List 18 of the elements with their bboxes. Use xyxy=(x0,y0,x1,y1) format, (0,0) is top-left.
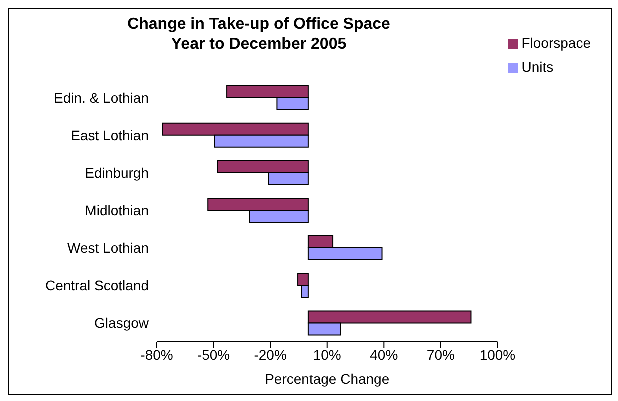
x-axis-title: Percentage Change xyxy=(265,371,390,387)
x-tick-label: 100% xyxy=(480,346,516,363)
x-tick-label: -50% xyxy=(197,346,230,363)
y-tick-label: West Lothian xyxy=(68,240,149,256)
legend-label: Floorspace xyxy=(522,35,591,51)
y-tick-label: Edinburgh xyxy=(85,164,149,181)
x-tick-label: -20% xyxy=(254,346,287,363)
chart-title: Change in Take-up of Office Space Year to December 2005 xyxy=(126,15,392,55)
y-tick-label: Edin. & Lothian xyxy=(54,90,149,106)
y-tick-label: Central Scotland xyxy=(45,278,149,294)
x-tick-label: 10% xyxy=(313,346,342,363)
x-tick-label: 70% xyxy=(426,346,455,363)
y-tick-label: Glasgow xyxy=(94,315,150,332)
legend-label: Units xyxy=(522,59,554,75)
x-tick-label: 40% xyxy=(370,346,398,363)
y-tick-label: East Lothian xyxy=(71,127,149,144)
x-tick-label: -80% xyxy=(140,346,174,363)
y-tick-label: Midlothian xyxy=(85,202,149,218)
